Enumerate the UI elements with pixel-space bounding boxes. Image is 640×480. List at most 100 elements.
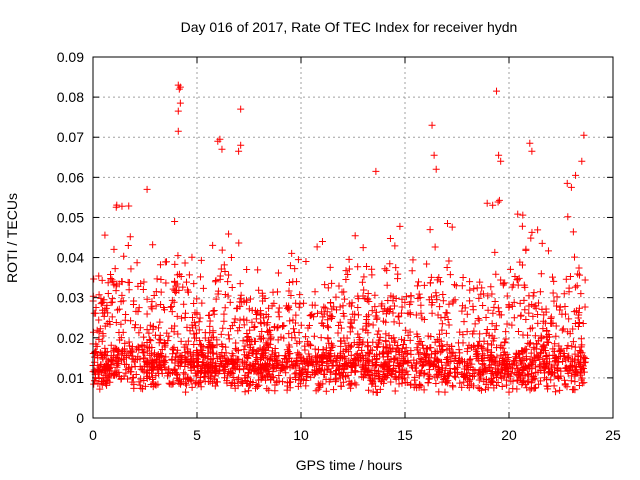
data-point xyxy=(546,368,554,376)
data-point xyxy=(452,282,460,290)
data-point xyxy=(425,375,433,383)
data-point xyxy=(543,361,551,369)
data-point xyxy=(566,363,574,371)
data-point xyxy=(365,370,373,378)
data-point xyxy=(152,302,160,310)
data-point xyxy=(228,283,236,291)
data-point xyxy=(346,343,354,351)
data-point xyxy=(113,280,121,288)
data-point xyxy=(249,361,257,369)
data-point xyxy=(165,365,173,373)
data-point xyxy=(363,315,371,323)
data-point xyxy=(514,210,522,218)
data-point xyxy=(100,296,108,304)
data-point xyxy=(161,339,169,347)
data-point xyxy=(550,382,558,390)
data-point xyxy=(240,365,248,373)
data-point xyxy=(499,344,507,352)
data-point xyxy=(315,360,323,368)
data-point xyxy=(198,364,206,372)
data-point xyxy=(254,266,262,274)
data-point xyxy=(458,282,466,290)
data-point xyxy=(327,368,335,376)
data-point xyxy=(178,314,186,322)
data-point xyxy=(420,370,428,378)
data-point xyxy=(532,304,540,312)
data-point xyxy=(173,370,181,378)
data-point xyxy=(332,378,340,386)
data-point xyxy=(212,378,220,386)
data-point xyxy=(466,297,474,305)
data-point xyxy=(438,320,446,328)
data-point xyxy=(493,344,501,352)
data-point xyxy=(412,311,420,319)
data-point xyxy=(394,313,402,321)
data-point xyxy=(220,317,228,325)
data-point xyxy=(154,352,162,360)
data-point xyxy=(391,387,399,395)
data-point xyxy=(366,350,374,358)
data-point xyxy=(279,322,287,330)
data-point xyxy=(324,284,332,292)
data-point xyxy=(491,298,499,306)
data-point xyxy=(181,309,189,317)
data-point xyxy=(245,305,253,313)
data-point xyxy=(188,321,196,329)
data-point xyxy=(398,366,406,374)
y-tick-label: 0.07 xyxy=(57,129,84,145)
data-point xyxy=(264,319,272,327)
data-point xyxy=(482,375,490,383)
data-point xyxy=(427,273,435,281)
data-point xyxy=(525,302,533,310)
data-point xyxy=(100,366,108,374)
data-point xyxy=(117,375,125,383)
data-point xyxy=(310,332,318,340)
data-point xyxy=(398,379,406,387)
data-point xyxy=(346,328,354,336)
data-point xyxy=(466,356,474,364)
data-point xyxy=(303,338,311,346)
data-point xyxy=(578,341,586,349)
data-point xyxy=(528,228,536,236)
data-point xyxy=(428,121,436,129)
data-point xyxy=(535,337,543,345)
data-point xyxy=(184,361,192,369)
data-point xyxy=(503,351,511,359)
data-point xyxy=(343,345,351,353)
data-point xyxy=(489,358,497,366)
data-point xyxy=(176,83,184,91)
data-point xyxy=(177,352,185,360)
data-point xyxy=(475,376,483,384)
data-point xyxy=(101,322,109,330)
data-point xyxy=(245,348,253,356)
data-point xyxy=(464,359,472,367)
data-point xyxy=(302,368,310,376)
data-point xyxy=(379,349,387,357)
data-point xyxy=(391,242,399,250)
data-point xyxy=(518,222,526,230)
data-point xyxy=(128,378,136,386)
data-point xyxy=(189,350,197,358)
data-point xyxy=(389,309,397,317)
data-point xyxy=(362,365,370,373)
data-point xyxy=(579,320,587,328)
data-point xyxy=(411,376,419,384)
data-point xyxy=(530,384,538,392)
data-point xyxy=(310,371,318,379)
data-point xyxy=(439,291,447,299)
data-point xyxy=(415,290,423,298)
data-point xyxy=(369,321,377,329)
data-point xyxy=(125,286,133,294)
data-point xyxy=(556,386,564,394)
data-point xyxy=(190,300,198,308)
data-point xyxy=(383,266,391,274)
data-point xyxy=(296,291,304,299)
data-point xyxy=(220,261,228,269)
data-point xyxy=(108,276,116,284)
data-point xyxy=(168,302,176,310)
data-point xyxy=(200,358,208,366)
data-point xyxy=(384,366,392,374)
data-point xyxy=(243,316,251,324)
data-point xyxy=(261,360,269,368)
data-point xyxy=(104,279,112,287)
